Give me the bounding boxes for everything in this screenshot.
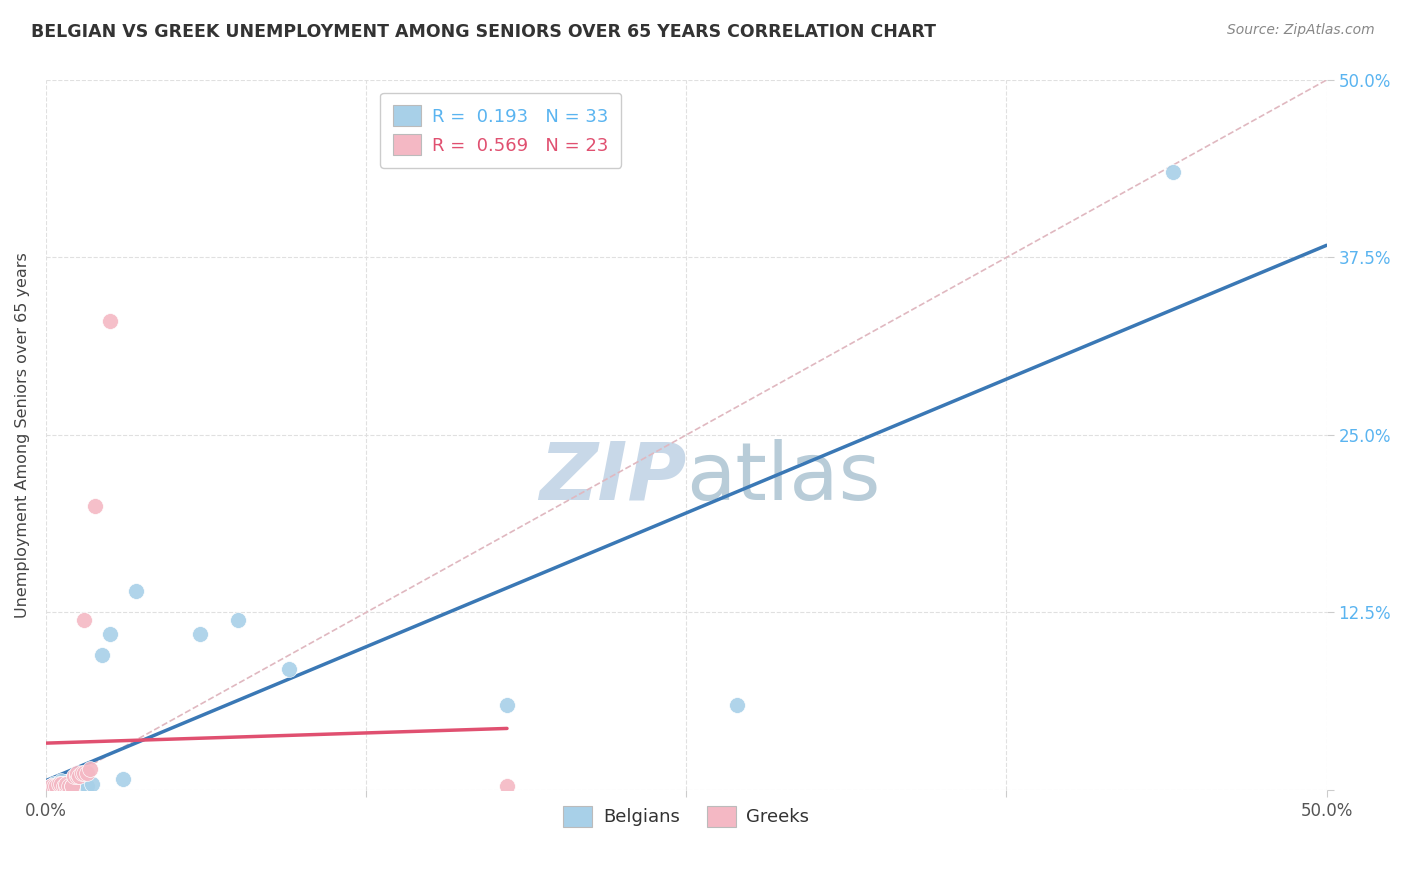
Point — [51, 774, 73, 789]
Point — [70, 779, 93, 793]
Point — [98, 314, 121, 328]
Point — [67, 779, 90, 793]
Point — [45, 779, 67, 793]
Point — [63, 769, 86, 783]
Point — [73, 613, 96, 627]
Point — [60, 779, 83, 793]
Point — [80, 777, 103, 791]
Point — [55, 777, 77, 791]
Point — [496, 779, 519, 793]
Point — [55, 779, 77, 793]
Point — [48, 777, 70, 791]
Point — [496, 698, 519, 712]
Point — [73, 765, 96, 780]
Text: ZIP: ZIP — [538, 439, 686, 516]
Point — [39, 779, 62, 793]
Point — [58, 777, 80, 791]
Point — [60, 779, 83, 793]
Point — [55, 779, 77, 793]
Point — [39, 779, 62, 793]
Point — [278, 662, 301, 676]
Point — [79, 762, 101, 776]
Point — [226, 613, 249, 627]
Point — [67, 769, 90, 783]
Point — [63, 779, 86, 793]
Y-axis label: Unemployment Among Seniors over 65 years: Unemployment Among Seniors over 65 years — [15, 252, 30, 618]
Point — [51, 777, 73, 791]
Point — [52, 779, 75, 793]
Text: Source: ZipAtlas.com: Source: ZipAtlas.com — [1227, 23, 1375, 37]
Point — [58, 779, 80, 793]
Point — [83, 499, 105, 513]
Text: BELGIAN VS GREEK UNEMPLOYMENT AMONG SENIORS OVER 65 YEARS CORRELATION CHART: BELGIAN VS GREEK UNEMPLOYMENT AMONG SENI… — [31, 23, 936, 41]
Point — [45, 779, 67, 793]
Point — [76, 765, 98, 780]
Point — [48, 776, 70, 790]
Legend: Belgians, Greeks: Belgians, Greeks — [555, 799, 817, 834]
Point — [60, 779, 83, 793]
Point — [91, 648, 114, 662]
Point — [76, 779, 98, 793]
Point — [63, 779, 86, 793]
Point — [98, 626, 121, 640]
Point — [60, 779, 83, 793]
Point — [111, 772, 134, 786]
Point — [73, 779, 96, 793]
Point — [55, 777, 77, 791]
Point — [42, 777, 65, 791]
Point — [48, 779, 70, 793]
Point — [727, 698, 749, 712]
Point — [66, 769, 89, 783]
Point — [42, 779, 65, 793]
Point — [1161, 165, 1184, 179]
Point — [58, 779, 80, 793]
Point — [70, 765, 93, 780]
Point — [52, 779, 75, 793]
Point — [188, 626, 211, 640]
Point — [66, 765, 89, 780]
Text: atlas: atlas — [686, 439, 880, 516]
Point — [124, 584, 146, 599]
Point — [51, 777, 73, 791]
Point — [52, 777, 75, 791]
Point — [66, 779, 89, 793]
